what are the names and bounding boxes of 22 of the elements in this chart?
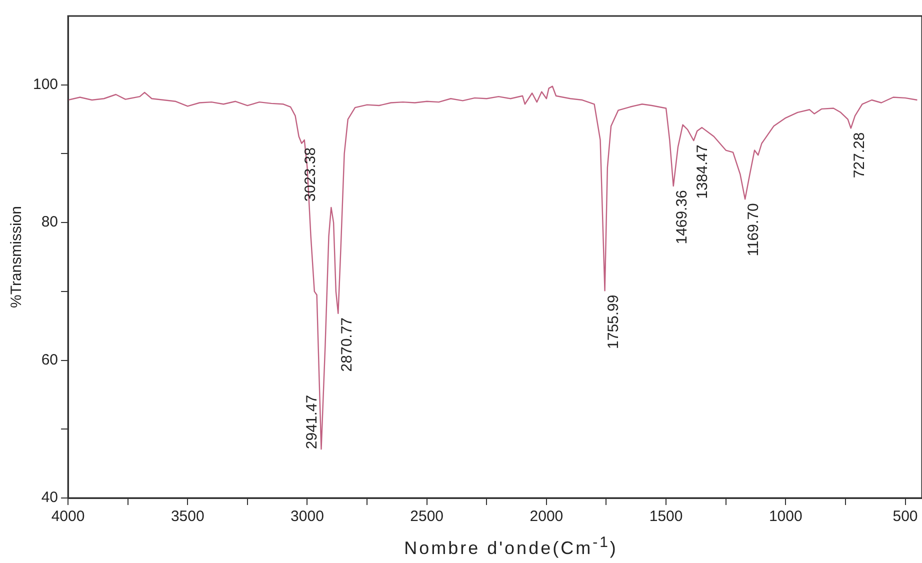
y-tick-label: 100	[32, 76, 58, 93]
y-tick-label: 80	[41, 214, 58, 231]
x-tick-label: 1500	[649, 508, 683, 526]
annotation: 727.28	[851, 132, 868, 178]
x-axis-title: Nombre d'onde(Cm$^{-1}$)	[403, 534, 619, 559]
annotation: 1169.70	[745, 203, 762, 256]
x-tick-label: 2000	[530, 508, 564, 526]
x-tick-label: 1000	[768, 508, 802, 526]
x-tick-label: 2500	[410, 508, 444, 526]
x-tick-label: 4000	[51, 508, 85, 526]
y-tick-label: 40	[41, 489, 58, 506]
annotation: 1384.47	[694, 144, 711, 199]
annotation: 2941.47	[303, 394, 320, 450]
y-tick-label: 60	[41, 351, 58, 368]
annotation: 1755.99	[604, 294, 622, 349]
annotation: 3023.38	[302, 147, 319, 202]
x-tick-label: 3000	[290, 508, 324, 526]
x-tick-label: 3500	[170, 508, 204, 526]
y-axis-title: %Transmission	[8, 206, 26, 308]
annotation: 1469.36	[674, 190, 691, 244]
annotation: 2870.77	[338, 317, 356, 372]
x-tick-label: 500	[892, 508, 918, 526]
